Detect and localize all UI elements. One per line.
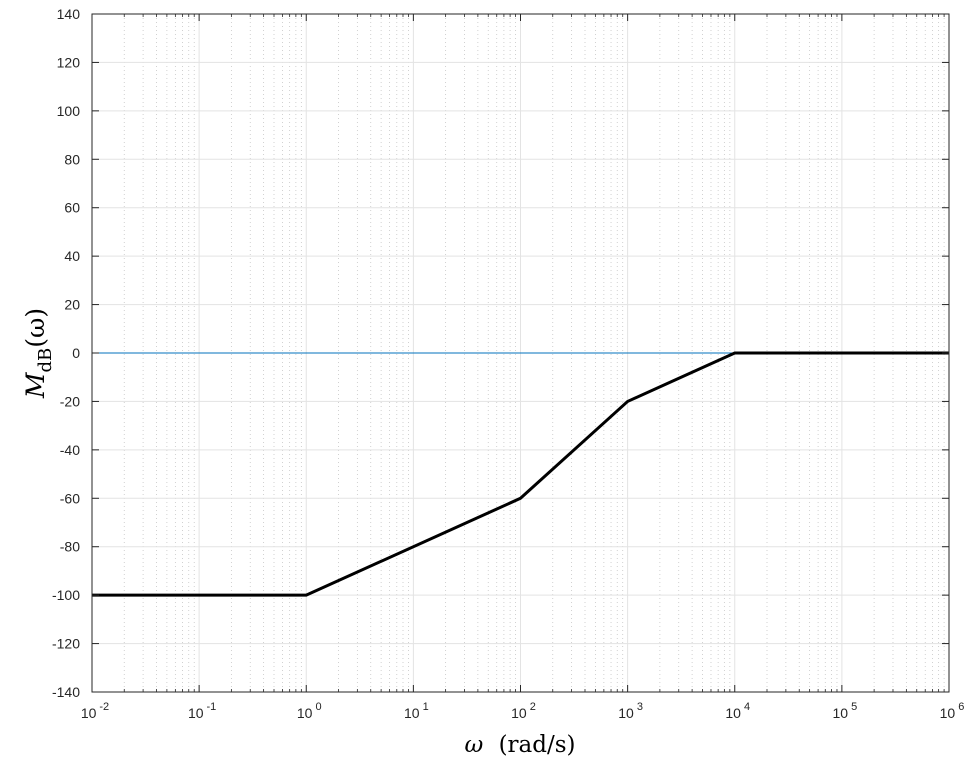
y-tick-label: 40 (64, 248, 80, 264)
x-tick-exponent: -1 (207, 701, 217, 713)
x-tick-label: 10 2 (511, 701, 536, 721)
y-tick-label: -140 (52, 684, 80, 700)
y-axis-label: MdB(ω) (21, 308, 56, 399)
y-tick-label: 0 (72, 345, 80, 361)
x-tick-base: 10 (725, 705, 741, 721)
x-tick-exponent: -2 (99, 701, 109, 713)
x-tick-label: 10 3 (618, 701, 643, 721)
x-tick-label: 10 5 (833, 701, 858, 721)
y-tick-label: -60 (60, 490, 80, 506)
y-tick-label: 120 (57, 54, 81, 70)
x-tick-exponent: 0 (315, 701, 321, 713)
y-tick-label: -100 (52, 587, 80, 603)
x-tick-labels: 10 -2 10 -1 10 0 10 1 10 2 10 3 10 4 10 5 10 6 (81, 701, 965, 721)
series-layer (92, 351, 949, 597)
x-tick-exponent: 5 (851, 701, 857, 713)
y-tick-label: -120 (52, 636, 80, 652)
major-grid (92, 14, 949, 692)
y-axis-subscript: dB (35, 348, 56, 373)
x-tick-exponent: 6 (958, 701, 964, 713)
x-tick-base: 10 (404, 705, 420, 721)
x-axis-label: ω (rad/s) (464, 732, 575, 758)
y-tick-label: 100 (57, 103, 81, 119)
x-tick-base: 10 (188, 705, 204, 721)
x-tick-exponent: 4 (744, 701, 750, 713)
y-tick-label: -20 (60, 393, 80, 409)
x-tick-base: 10 (81, 705, 97, 721)
x-axis-unit: (rad/s) (499, 732, 576, 758)
x-tick-base: 10 (618, 705, 634, 721)
y-axis-base: M (21, 371, 50, 399)
x-tick-label: 10 0 (297, 701, 322, 721)
x-tick-label: 10 -1 (188, 701, 216, 721)
minor-grid (123, 14, 945, 692)
x-tick-base: 10 (297, 705, 313, 721)
x-tick-exponent: 1 (423, 701, 429, 713)
x-tick-base: 10 (940, 705, 956, 721)
y-tick-label: 60 (64, 200, 80, 216)
x-tick-base: 10 (833, 705, 849, 721)
x-tick-label: 10 4 (725, 701, 750, 721)
y-axis-arg: (ω) (21, 308, 50, 348)
series-line-1 (92, 351, 949, 597)
x-tick-label: 10 6 (940, 701, 965, 721)
y-tick-label: -40 (60, 442, 80, 458)
tick-marks (91, 13, 950, 693)
x-tick-exponent: 2 (530, 701, 536, 713)
y-tick-label: 140 (57, 6, 81, 22)
x-axis-symbol: ω (464, 732, 483, 758)
x-tick-label: 10 1 (404, 701, 429, 721)
y-tick-labels: 140 120 100 80 60 40 20 0 -20 -40 -60 -80 -100 -120 -1… (52, 6, 80, 700)
y-tick-label: -80 (60, 539, 80, 555)
y-tick-label: 20 (64, 297, 80, 313)
x-tick-exponent: 3 (637, 701, 643, 713)
x-tick-base: 10 (511, 705, 527, 721)
x-tick-label: 10 -2 (81, 701, 109, 721)
y-tick-label: 80 (64, 151, 80, 167)
